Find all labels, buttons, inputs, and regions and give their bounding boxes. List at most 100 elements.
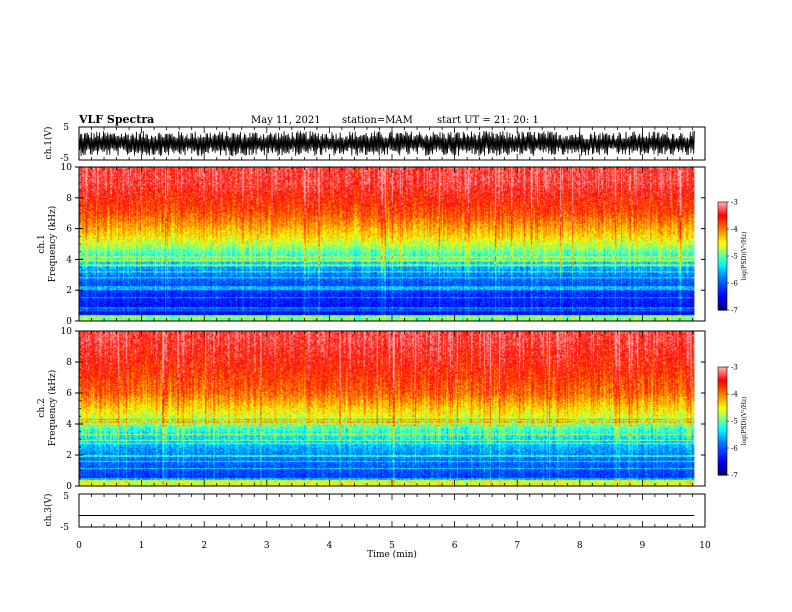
ch2-colorbar-tick-label: -3 xyxy=(731,364,738,372)
ch1-spectrogram-ytick-label: 0 xyxy=(66,317,72,327)
ch2-colorbar-cell xyxy=(718,435,727,438)
ch1-colorbar-cell xyxy=(718,286,727,289)
ch2-colorbar-cell xyxy=(718,426,727,429)
ch1-colorbar-cell xyxy=(718,214,727,217)
ch1-spectrogram-panel: 0 2 4 6 8 10 ch.1 Frequency (kHz) xyxy=(37,163,706,327)
ch1-colorbar-cell xyxy=(718,261,727,264)
time-tick-label: 7 xyxy=(514,541,520,551)
ch1-waveform-panel: 5 -5 ch.1(V) xyxy=(43,123,706,164)
ch2-colorbar-cell xyxy=(718,469,727,472)
ch1-colorbar-cell xyxy=(718,207,727,210)
ch1-colorbar-cell xyxy=(718,202,727,205)
ch1-spectrogram-ytick-label: 10 xyxy=(61,163,73,173)
ch2-colorbar-cell xyxy=(718,466,727,469)
ch2-colorbar-cell xyxy=(718,412,727,415)
ch1-colorbar-cell xyxy=(718,308,727,311)
ch1-colorbar-cell xyxy=(718,272,727,275)
ch2-colorbar-cell xyxy=(718,422,727,426)
ch1-colorbar-cell xyxy=(718,277,727,280)
ch2-colorbar-cell xyxy=(718,392,727,395)
ch2-spectrogram-ytick-label: 2 xyxy=(66,451,72,461)
ch2-colorbar-cell xyxy=(718,457,727,460)
ch2-colorbar-cell xyxy=(718,439,727,442)
ch1-waveform-trace xyxy=(78,130,695,157)
ch1-colorbar-tick-label: -5 xyxy=(731,253,738,261)
start-time-label: start UT = 21: 20: 1 xyxy=(437,115,539,126)
ch2-colorbar-cell xyxy=(718,408,727,411)
ch1-colorbar-cell xyxy=(718,247,727,250)
ch2-colorbar-cell xyxy=(718,440,727,444)
ch2-colorbar-cell xyxy=(718,467,727,471)
ch2-colorbar-tick-label: -6 xyxy=(731,445,738,453)
ch2-colorbar-cell xyxy=(718,460,727,463)
ch2-colorbar-cell xyxy=(718,374,727,377)
ch1-colorbar-cell xyxy=(718,236,727,239)
ch1-colorbar-cell xyxy=(718,304,727,307)
ch2-colorbar-cell xyxy=(718,431,727,435)
ch1-colorbar-cell xyxy=(718,268,727,271)
ch1-colorbar-cell xyxy=(718,274,727,277)
ch2-colorbar-cell xyxy=(718,368,727,372)
ch2-colorbar-cell xyxy=(718,372,727,375)
ch1-colorbar-cell xyxy=(718,257,727,261)
ch1-colorbar-cell xyxy=(718,229,727,232)
ch3-waveform-ylabel: ch.3(V) xyxy=(43,494,54,527)
time-axis-ticks xyxy=(78,127,706,527)
ch1-colorbar-cell xyxy=(718,288,727,291)
ch2-colorbar-cell xyxy=(718,410,727,413)
ch2-spectrogram-ytick-label: 0 xyxy=(66,482,72,492)
ch2-colorbar-cell xyxy=(718,453,727,456)
ch2-spectrogram-ytick-label: 6 xyxy=(66,389,72,399)
ch2-colorbar-cell xyxy=(718,437,727,440)
ch2-colorbar-cell xyxy=(718,415,727,418)
ch2-colorbar-cell xyxy=(718,404,727,408)
ch2-colorbar-cell xyxy=(718,383,727,386)
ch1-colorbar-cell xyxy=(718,248,727,252)
ch1-colorbar-cell xyxy=(718,241,727,244)
ch1-colorbar-cell xyxy=(718,252,727,255)
ch1-colorbar-cell xyxy=(718,284,727,288)
time-tick-label: 6 xyxy=(452,541,458,551)
ch1-spectrogram-image xyxy=(79,167,695,321)
ch2-colorbar-cell xyxy=(718,394,727,397)
figure-title: VLF Spectra xyxy=(78,113,154,126)
ch1-colorbar-cell xyxy=(718,254,727,257)
ch2-colorbar-cell xyxy=(718,421,727,424)
ch2-colorbar-cell xyxy=(718,446,727,449)
ch2-colorbar-cell xyxy=(718,473,727,476)
ch2-colorbar-tick-label: -7 xyxy=(731,472,738,480)
ch2-colorbar-cell xyxy=(718,379,727,382)
ch1-colorbar-tick-label: -4 xyxy=(731,226,738,234)
ch1-waveform-ylabel: ch.1(V) xyxy=(43,127,54,160)
ch2-spectrogram-ylabel-channel: ch.2 xyxy=(37,398,47,417)
ch1-ytick-top: 5 xyxy=(63,123,69,133)
ch1-spectrogram-ytick-label: 4 xyxy=(66,255,72,265)
time-tick-label: 1 xyxy=(139,541,145,551)
station-label: station=MAM xyxy=(342,115,413,126)
ch2-colorbar-cell xyxy=(718,471,727,474)
ch1-colorbar-cell xyxy=(718,234,727,237)
ch2-colorbar-cell xyxy=(718,399,727,402)
ch1-colorbar-cell xyxy=(718,230,727,234)
ch2-spectrogram-image xyxy=(79,331,695,486)
ch1-colorbar-cell xyxy=(718,266,727,270)
time-tick-label: 9 xyxy=(640,541,646,551)
ch1-colorbar-cell xyxy=(718,245,727,248)
ch1-spectrogram-ytick-label: 2 xyxy=(66,286,72,296)
ch1-colorbar-cell xyxy=(718,225,727,228)
ch1-colorbar-cell xyxy=(718,299,727,302)
ch1-colorbar-cell xyxy=(718,205,727,208)
ch1-colorbar-cell xyxy=(718,302,727,306)
ch1-colorbar-cell xyxy=(718,212,727,216)
ch1-spectrogram-ytick-label: 6 xyxy=(66,225,72,235)
ch1-colorbar-cell xyxy=(718,279,727,282)
time-tick-label: 3 xyxy=(264,541,270,551)
time-tick-label: 10 xyxy=(699,541,711,551)
ch1-spectrogram-ylabel-frequency: Frequency (kHz) xyxy=(47,206,58,283)
ch2-colorbar-cell xyxy=(718,451,727,454)
ch2-colorbar-cell xyxy=(718,381,727,384)
ch2-colorbar-tick-label: -5 xyxy=(731,418,738,426)
ch1-colorbar-cell xyxy=(718,250,727,253)
ch1-colorbar-cell xyxy=(718,281,727,284)
